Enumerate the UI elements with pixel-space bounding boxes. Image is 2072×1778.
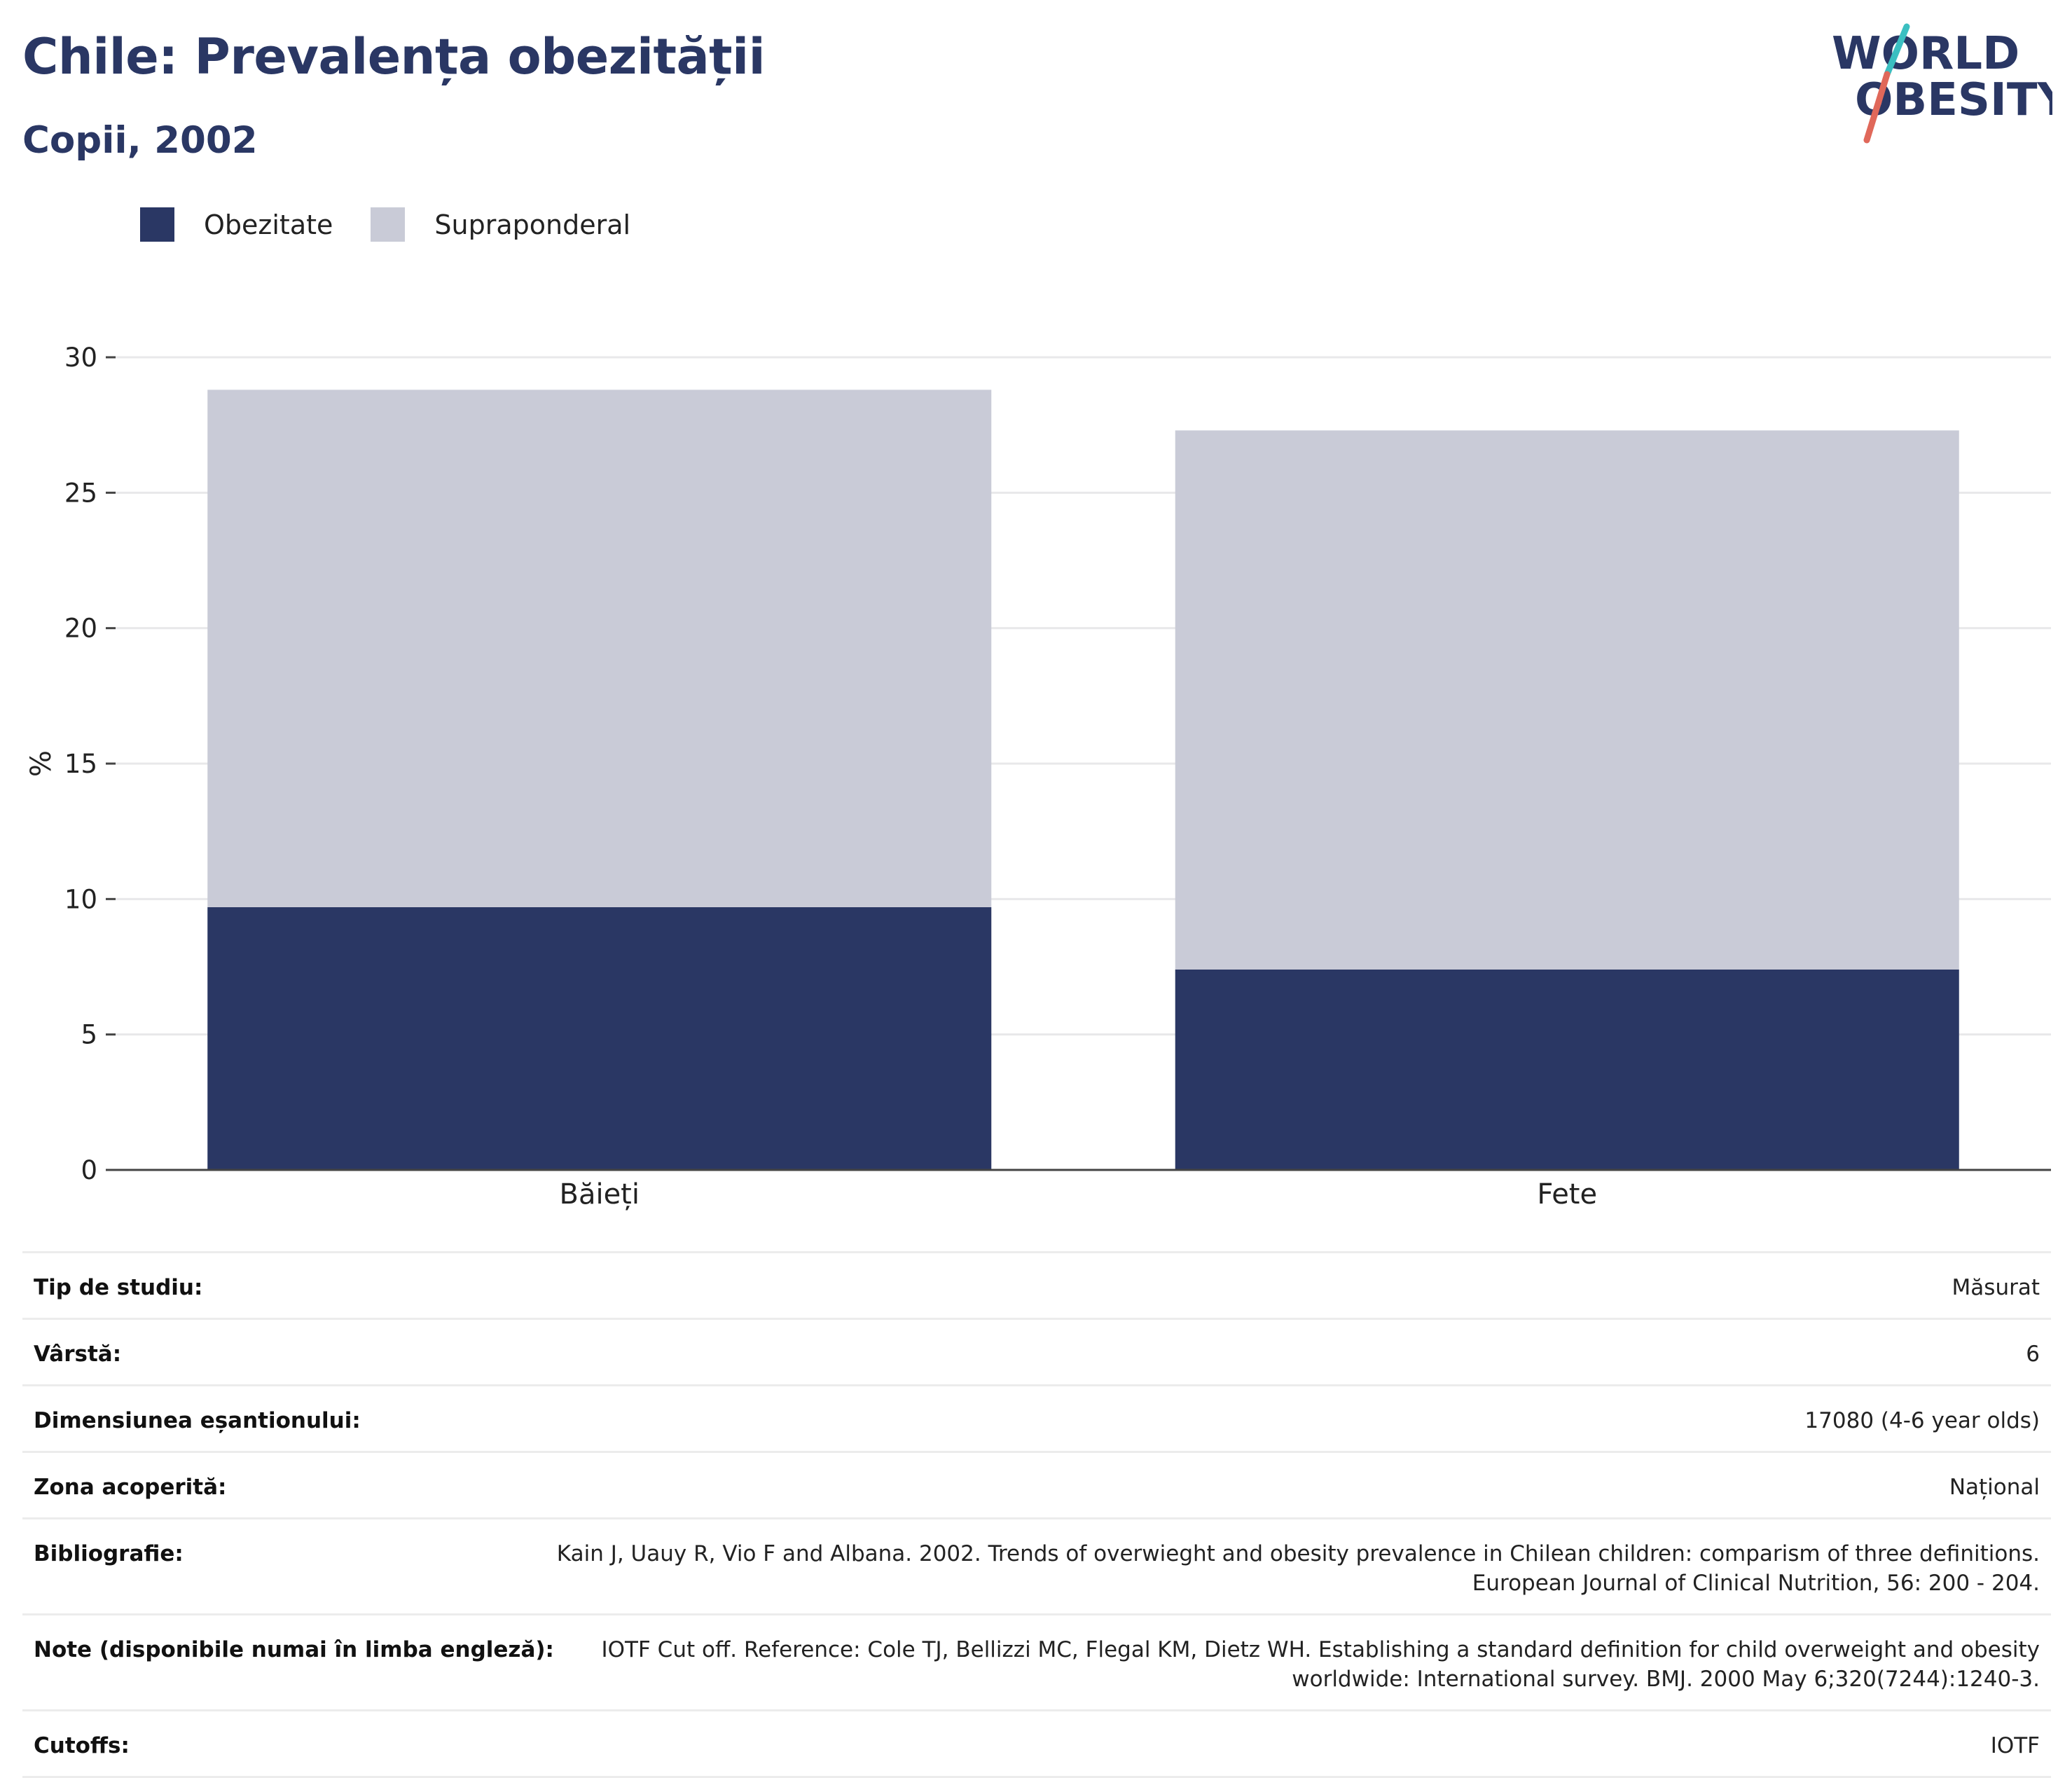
info-label: Vârstă: [34, 1342, 122, 1367]
y-tick-label-25: 25 [64, 478, 97, 508]
legend-swatch-obezitate [140, 207, 174, 242]
info-label: Zona acoperită: [34, 1475, 227, 1500]
stacked-bar-chart: 0 5 10 15 20 25 30% Băieți Fete [25, 343, 2051, 1211]
y-tick-label-5: 5 [81, 1020, 97, 1050]
x-tick-label-1: Băieți [560, 1178, 640, 1211]
info-row: Vârstă: 6 [22, 1318, 2051, 1384]
info-label: Dimensiunea eșantionului: [34, 1408, 361, 1433]
info-value: 17080 (4-6 year olds) [1804, 1408, 2040, 1433]
logo-line-1: WORLD [1832, 28, 2019, 80]
legend-item-supraponderal[interactable]: Supraponderal [371, 207, 630, 242]
legend-label-supraponderal: Supraponderal [434, 209, 631, 240]
bar-supraponderal-2 [1175, 430, 1959, 970]
info-value: 6 [2026, 1342, 2040, 1367]
info-row: Dimensiunea eșantionului: 17080 (4-6 year… [22, 1384, 2051, 1451]
x-tick-label-2: Fete [1537, 1178, 1597, 1211]
y-tick-label-10: 10 [64, 884, 97, 914]
info-label: Bibliografie: [34, 1541, 184, 1566]
logo-slash-teal [1884, 23, 1910, 78]
y-tick-label-15: 15 [64, 749, 97, 779]
info-row: Note (disponibile numai în limba engleză… [22, 1613, 2051, 1709]
info-value: Măsurat [1952, 1275, 2040, 1300]
logo-slash-red [1863, 71, 1891, 144]
info-row: Cutoffs: IOTF [22, 1709, 2051, 1778]
chart-title: Chile: Prevalența obezității [22, 28, 766, 85]
y-tick-label-20: 20 [64, 614, 97, 644]
info-value: Kain J, Uauy R, Vio F and Albana. 2002. … [556, 1541, 2040, 1596]
info-row: Tip de studiu: Măsurat [22, 1251, 2051, 1318]
info-label: Note (disponibile numai în limba engleză… [34, 1637, 554, 1662]
legend-label-obezitate: Obezitate [204, 209, 333, 240]
info-row: Bibliografie: Kain J, Uauy R, Vio F and A… [22, 1517, 2051, 1613]
bar-supraponderal-1 [207, 390, 992, 907]
legend-item-obezitate[interactable]: Obezitate [140, 207, 333, 242]
info-value: IOTF [1990, 1733, 2040, 1758]
logo-line-2: OBESITY [1855, 74, 2052, 126]
y-tick-label-30: 30 [64, 343, 97, 373]
chart-subtitle: Copii, 2002 [22, 119, 258, 162]
legend-swatch-supraponderal [371, 207, 406, 242]
world-obesity-logo: WORLD OBESITY [1832, 23, 2052, 144]
info-label: Tip de studiu: [34, 1275, 203, 1300]
chart-legend: Obezitate Supraponderal [140, 207, 668, 242]
bar-obezitate-2 [1175, 969, 1959, 1170]
info-row: Zona acoperită: Național [22, 1451, 2051, 1517]
info-label: Cutoffs: [34, 1733, 130, 1758]
bar-obezitate-1 [207, 907, 992, 1170]
y-tick-label-0: 0 [81, 1155, 97, 1185]
info-value: IOTF Cut off. Reference: Cole TJ, Belliz… [601, 1637, 2040, 1692]
y-axis-label: % [25, 750, 57, 777]
info-value: Național [1949, 1475, 2040, 1500]
study-info-table: Tip de studiu: Măsurat Vârstă: 6 Dimensiunea… [22, 1251, 2051, 1778]
